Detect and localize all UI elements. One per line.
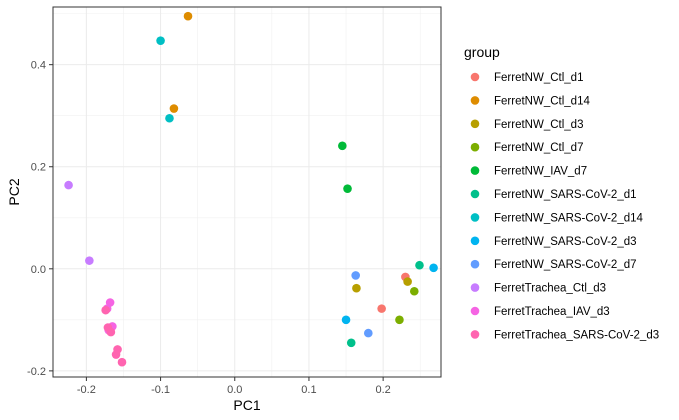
legend-key — [470, 283, 480, 292]
minor-gridlines — [53, 7, 441, 377]
legend-key — [470, 119, 480, 129]
x-tick-label: 0.2 — [375, 384, 390, 396]
legend-label: FerretNW_Ctl_d1 — [494, 72, 583, 84]
legend-label: FerretNW_SARS-CoV-2_d3 — [494, 236, 637, 248]
legend-label: FerretTrachea_Ctl_d3 — [494, 283, 606, 295]
data-point — [343, 184, 352, 193]
x-tick-label: -0.1 — [151, 384, 170, 396]
x-axis-ticks: -0.2 -0.1 0.0 0.1 0.2 — [77, 377, 391, 396]
data-point — [346, 338, 356, 348]
legend-key — [470, 142, 480, 152]
legend-label: FerretNW_Ctl_d14 — [494, 95, 590, 107]
y-tick-label: 0.2 — [31, 162, 46, 174]
legend-key — [470, 166, 480, 175]
data-point — [183, 11, 193, 21]
data-points — [64, 11, 438, 367]
legend-key — [470, 189, 480, 199]
x-tick-label: 0.1 — [301, 384, 316, 396]
data-point — [377, 304, 386, 313]
y-axis-ticks: -0.2 0.0 0.2 0.4 — [27, 60, 53, 378]
legend-label: FerretNW_SARS-CoV-2_d1 — [494, 189, 637, 201]
legend-label: FerretNW_Ctl_d3 — [494, 119, 583, 131]
legend-key — [470, 72, 480, 82]
legend: group FerretNW_Ctl_d1 FerretNW_Ctl_d14 Fer… — [464, 44, 659, 341]
legend-key — [470, 259, 480, 269]
data-point — [338, 141, 347, 151]
data-point — [415, 260, 424, 270]
data-point — [64, 180, 73, 190]
panel-border — [52, 6, 442, 378]
x-tick-label: -0.2 — [77, 384, 96, 396]
legend-label: FerretNW_Ctl_d7 — [494, 142, 583, 154]
data-point — [351, 271, 360, 280]
data-point — [106, 327, 116, 337]
data-point — [165, 113, 174, 123]
data-point — [156, 36, 165, 45]
data-point — [111, 350, 121, 359]
y-axis-title: PC2 — [6, 178, 22, 205]
data-point — [363, 328, 373, 338]
data-point — [409, 286, 419, 296]
data-point — [352, 283, 361, 293]
legend-label: FerretTrachea_SARS-CoV-2_d3 — [494, 329, 659, 341]
data-point — [403, 277, 412, 286]
data-point — [85, 256, 94, 265]
legend-label: FerretNW_SARS-CoV-2_d7 — [494, 259, 637, 271]
legend-key — [470, 306, 480, 316]
legend-label: FerretNW_SARS-CoV-2_d14 — [494, 212, 644, 224]
legend-key — [470, 96, 480, 105]
legend-label: FerretTrachea_IAV_d3 — [494, 306, 610, 318]
y-tick-label: -0.2 — [27, 366, 46, 378]
legend-key — [470, 236, 480, 246]
x-tick-label: 0.0 — [227, 384, 242, 396]
y-tick-label: 0.4 — [31, 60, 46, 72]
data-point — [117, 357, 127, 367]
data-point — [395, 315, 404, 325]
y-tick-label: 0.0 — [31, 264, 46, 276]
x-axis-title: PC1 — [233, 397, 260, 413]
legend-label: FerretNW_IAV_d7 — [494, 166, 587, 178]
data-point — [429, 263, 438, 273]
data-point — [169, 104, 179, 113]
data-point — [341, 315, 351, 325]
legend-key — [470, 213, 480, 222]
legend-key — [470, 330, 480, 339]
major-gridlines — [53, 7, 441, 377]
legend-title: group — [464, 44, 500, 60]
data-point — [101, 305, 110, 315]
